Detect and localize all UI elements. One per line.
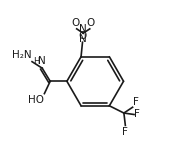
Text: F: F	[122, 127, 128, 137]
Text: O: O	[78, 32, 87, 41]
Text: N: N	[79, 24, 86, 33]
Text: O: O	[86, 18, 95, 28]
Text: HO: HO	[28, 95, 44, 105]
Text: N: N	[38, 56, 46, 66]
Text: H₂N: H₂N	[12, 50, 31, 61]
Text: H: H	[34, 57, 40, 66]
Text: F: F	[134, 110, 140, 119]
Text: O: O	[72, 18, 80, 28]
Text: F: F	[133, 97, 139, 107]
Text: N: N	[79, 34, 87, 44]
